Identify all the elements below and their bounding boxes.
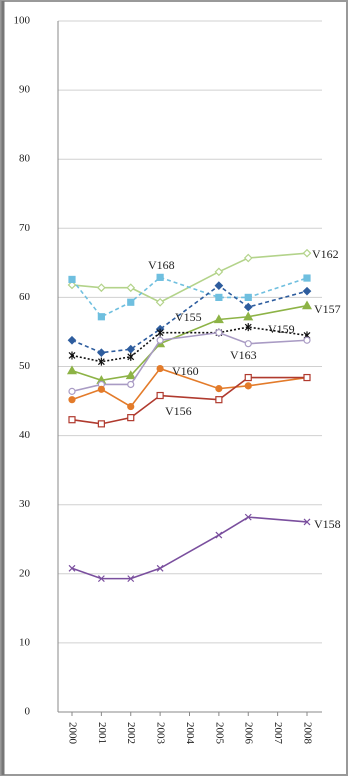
marker [68, 387, 76, 395]
y-tick-label: 0 [25, 706, 31, 718]
marker [126, 283, 136, 293]
marker [243, 311, 254, 321]
y-tick-label: 50 [19, 360, 31, 372]
marker [68, 396, 76, 404]
series-label: V157 [314, 302, 341, 316]
marker [244, 340, 252, 348]
marker [127, 575, 135, 583]
marker [215, 293, 223, 301]
marker [303, 274, 311, 282]
x-tick-label: 2007 [272, 722, 284, 745]
x-tick-label: 2003 [155, 722, 167, 745]
y-tick-label: 100 [14, 15, 31, 27]
marker [215, 385, 223, 393]
series-label: V158 [314, 517, 341, 531]
y-tick-label: 10 [19, 636, 31, 648]
y-tick-label: 30 [19, 498, 31, 510]
y-tick-label: 40 [19, 429, 31, 441]
marker [67, 335, 77, 345]
series-label: V162 [312, 247, 339, 261]
marker [66, 365, 78, 375]
marker [127, 298, 135, 306]
marker [126, 344, 136, 354]
marker [156, 391, 164, 400]
marker [127, 380, 135, 389]
marker [303, 336, 311, 344]
series-label: V168 [148, 258, 175, 272]
series-label: V160 [172, 364, 199, 378]
marker [156, 336, 164, 344]
marker [156, 564, 164, 572]
marker [68, 564, 76, 572]
series-line [71, 252, 308, 304]
marker [214, 281, 224, 291]
y-tick-label: 80 [19, 153, 31, 165]
series-label: V155 [175, 310, 202, 324]
marker [244, 513, 252, 521]
marker [244, 323, 252, 332]
x-tick-label: 2002 [125, 722, 137, 744]
marker [127, 402, 135, 411]
x-tick-label: 2005 [213, 722, 225, 745]
marker [68, 416, 76, 424]
marker [302, 248, 312, 258]
marker [303, 518, 311, 526]
marker [303, 373, 311, 382]
y-tick-label: 70 [19, 222, 31, 234]
marker [302, 286, 312, 296]
marker [127, 414, 135, 422]
marker [215, 396, 223, 404]
series-label: V156 [165, 404, 192, 418]
marker [215, 531, 223, 539]
y-tick-label: 60 [19, 291, 31, 303]
x-tick-label: 2000 [66, 722, 78, 745]
series-line [71, 516, 308, 580]
marker [97, 348, 106, 358]
series-label: V159 [268, 322, 295, 336]
marker [67, 280, 77, 290]
x-tick-label: 2006 [243, 722, 255, 745]
marker [244, 373, 252, 382]
marker [127, 352, 135, 361]
marker [68, 275, 76, 284]
marker [243, 302, 253, 312]
marker [244, 382, 252, 390]
marker [97, 420, 105, 428]
marker [97, 575, 105, 583]
marker [97, 283, 106, 293]
marker [244, 293, 252, 301]
x-tick-label: 2004 [184, 722, 196, 745]
marker [156, 364, 164, 373]
marker [243, 253, 253, 263]
marker [97, 385, 105, 393]
x-tick-label: 2001 [96, 722, 108, 744]
marker [214, 267, 224, 277]
marker [68, 351, 76, 360]
marker [97, 313, 105, 321]
x-tick-label: 2008 [301, 722, 313, 745]
marker [97, 357, 105, 366]
marker [155, 297, 165, 307]
marker [301, 300, 313, 310]
marker [156, 273, 164, 281]
marker [215, 329, 223, 337]
y-tick-label: 20 [19, 567, 31, 579]
marker [125, 370, 136, 380]
series-label: V163 [230, 348, 257, 362]
marker [156, 328, 164, 337]
marker [213, 314, 224, 324]
y-tick-label: 90 [19, 84, 31, 96]
